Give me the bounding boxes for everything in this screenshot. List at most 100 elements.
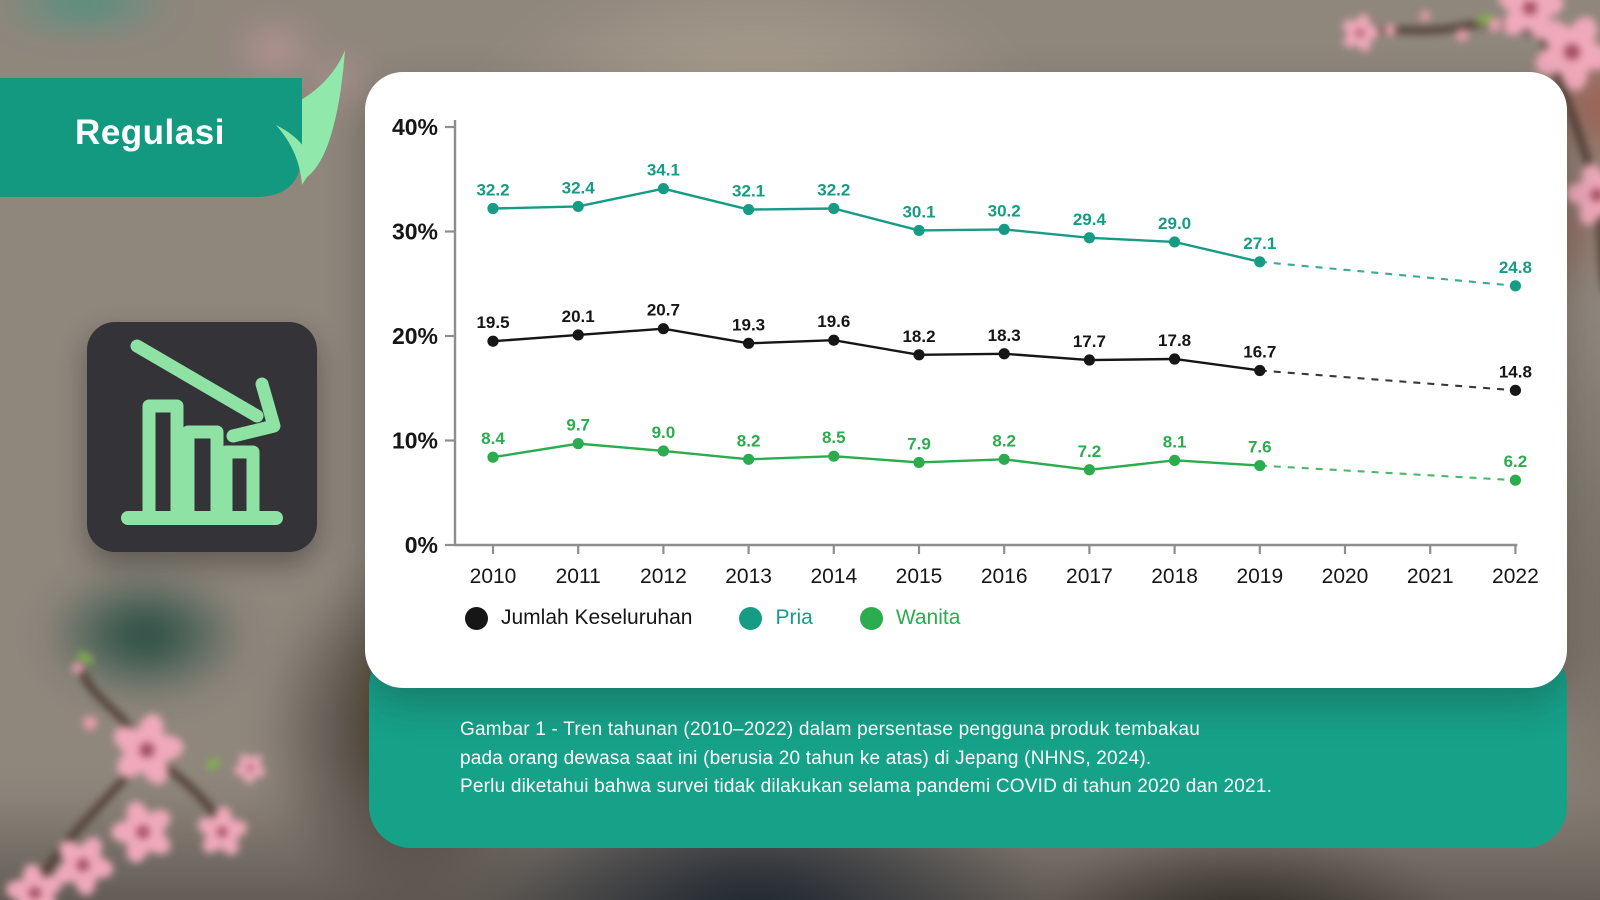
ribbon-fold bbox=[262, 50, 345, 177]
x-tick-label: 2020 bbox=[1322, 565, 1369, 588]
x-tick-label: 2016 bbox=[981, 565, 1028, 588]
page-title: Regulasi bbox=[75, 113, 225, 152]
data-point-label: 29.0 bbox=[1158, 214, 1191, 233]
data-point-label: 32.4 bbox=[562, 178, 596, 197]
trend-chart: 0% 10% 20% 30% 40% 2010 2011 2012 2013 2014 2015 20… bbox=[392, 114, 1539, 588]
data-point bbox=[998, 348, 1010, 360]
data-point-label: 9.0 bbox=[652, 423, 676, 442]
x-tick-label: 2014 bbox=[810, 565, 857, 588]
data-point-label: 7.6 bbox=[1248, 438, 1272, 457]
title-ribbon-shape bbox=[0, 50, 345, 197]
data-point-label: 14.8 bbox=[1499, 362, 1532, 381]
arrow-head bbox=[226, 377, 281, 443]
data-point bbox=[1083, 232, 1095, 244]
y-tick-label: 10% bbox=[392, 428, 438, 454]
x-tick-label: 2018 bbox=[1151, 565, 1198, 588]
data-point bbox=[998, 223, 1010, 236]
data-point bbox=[572, 200, 584, 213]
data-point bbox=[828, 202, 840, 215]
data-point bbox=[1254, 256, 1266, 268]
data-point-label: 16.7 bbox=[1243, 342, 1276, 361]
data-point bbox=[657, 183, 669, 195]
data-point bbox=[487, 202, 499, 215]
legend-dot-total bbox=[465, 606, 488, 630]
data-point-label: 8.2 bbox=[737, 431, 761, 450]
title-ribbon bbox=[0, 45, 350, 215]
data-point bbox=[913, 456, 925, 469]
data-point-label: 32.2 bbox=[817, 181, 850, 200]
legend-item-wanita: Wanita bbox=[859, 606, 961, 630]
data-point bbox=[743, 453, 755, 465]
y-tick-label: 30% bbox=[392, 219, 438, 245]
series-projection-line bbox=[1259, 464, 1516, 482]
data-point bbox=[828, 334, 840, 346]
data-point-label: 27.1 bbox=[1243, 234, 1276, 253]
data-point bbox=[913, 224, 925, 237]
data-point bbox=[1254, 364, 1266, 377]
x-tick-label: 2015 bbox=[896, 565, 943, 588]
data-point bbox=[657, 323, 669, 335]
data-point-label: 8.5 bbox=[822, 428, 846, 447]
cherry-blossom-bottom-left bbox=[0, 652, 274, 900]
data-point-label: 8.1 bbox=[1163, 432, 1187, 451]
data-point-label: 7.9 bbox=[907, 434, 931, 453]
series-line bbox=[492, 187, 1261, 263]
legend-dot-pria bbox=[739, 606, 763, 630]
data-point-label: 17.7 bbox=[1073, 332, 1106, 351]
data-point bbox=[1169, 353, 1181, 365]
chart-legend: Jumlah Keseluruhan Pria Wanita bbox=[465, 606, 960, 630]
data-point-label: 29.4 bbox=[1073, 210, 1107, 229]
data-point-label: 24.8 bbox=[1499, 258, 1532, 277]
x-tick-label: 2021 bbox=[1407, 565, 1454, 588]
declining-trend-icon-card bbox=[87, 322, 317, 552]
data-point bbox=[572, 438, 584, 450]
legend-item-total: Jumlah Keseluruhan bbox=[465, 606, 692, 630]
data-point bbox=[1254, 459, 1266, 472]
data-point-label: 32.1 bbox=[732, 182, 765, 201]
data-point bbox=[487, 451, 499, 463]
data-point bbox=[657, 445, 669, 457]
data-point bbox=[743, 203, 755, 216]
data-point bbox=[743, 337, 755, 349]
data-point-label: 19.6 bbox=[817, 312, 850, 331]
data-point-label: 19.5 bbox=[476, 313, 509, 332]
ribbon-shape bbox=[0, 78, 302, 197]
bar-2 bbox=[181, 425, 224, 519]
y-tick-label: 0% bbox=[405, 532, 438, 558]
x-tick-label: 2017 bbox=[1066, 565, 1113, 588]
data-point bbox=[1083, 464, 1095, 476]
series-projection-line bbox=[1259, 369, 1516, 392]
series-line bbox=[492, 442, 1260, 471]
bar-1 bbox=[142, 399, 184, 519]
data-point-label: 20.7 bbox=[647, 301, 680, 320]
data-point bbox=[1509, 384, 1521, 396]
legend-label-wanita: Wanita bbox=[895, 606, 961, 629]
legend-label-pria: Pria bbox=[775, 606, 813, 629]
data-point-label: 7.2 bbox=[1078, 442, 1102, 461]
data-point-label: 30.2 bbox=[988, 201, 1021, 220]
data-point bbox=[828, 450, 840, 462]
data-point bbox=[913, 349, 925, 361]
data-point bbox=[1169, 236, 1181, 248]
data-point-label: 34.1 bbox=[647, 161, 680, 180]
data-point bbox=[487, 335, 499, 347]
x-tick-label: 2012 bbox=[640, 565, 687, 588]
y-tick-label: 20% bbox=[392, 323, 438, 349]
data-point bbox=[998, 453, 1010, 465]
legend-item-pria: Pria bbox=[739, 606, 813, 630]
caption-line-1: Gambar 1 - Tren tahunan (2010–2022) dala… bbox=[460, 719, 1200, 740]
series-projection-line bbox=[1259, 260, 1516, 287]
legend-dot-wanita bbox=[859, 606, 883, 630]
data-point bbox=[572, 329, 584, 341]
x-tick-label: 2013 bbox=[725, 565, 772, 588]
x-tick-label: 2022 bbox=[1492, 565, 1539, 588]
data-point bbox=[1509, 474, 1521, 486]
declining-bar-chart-icon bbox=[121, 339, 283, 525]
data-point-label: 32.2 bbox=[476, 181, 509, 200]
data-point-label: 8.2 bbox=[992, 431, 1016, 450]
data-point bbox=[1083, 354, 1095, 366]
caption-line-3: Perlu diketahui bahwa survei tidak dilak… bbox=[460, 776, 1273, 798]
data-point-label: 9.7 bbox=[566, 416, 590, 435]
caption-line-2: pada orang dewasa saat ini (berusia 20 t… bbox=[460, 747, 1152, 769]
